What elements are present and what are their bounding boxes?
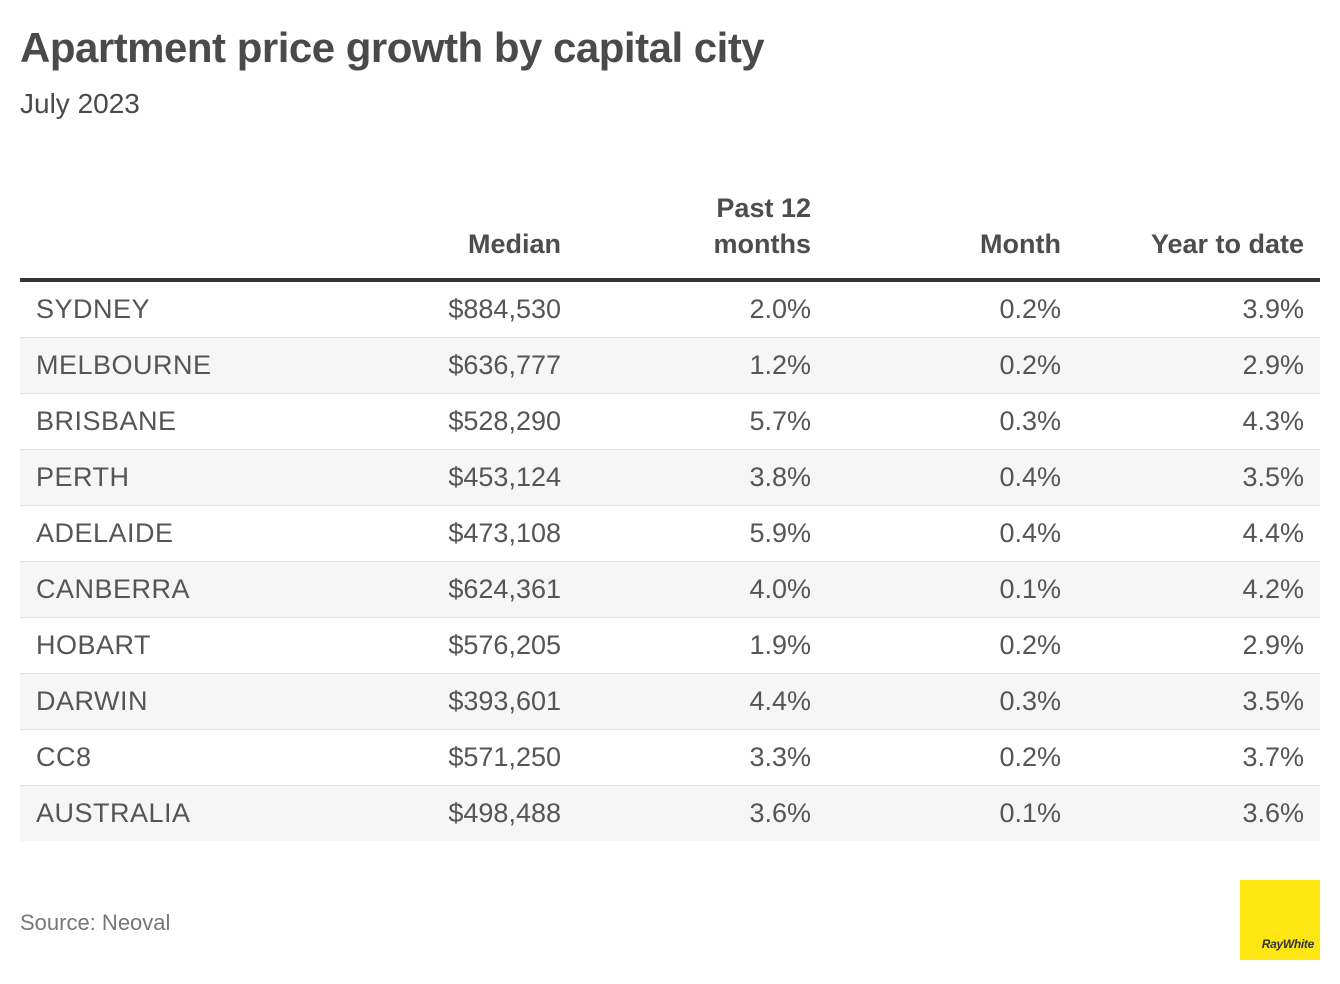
chart-title: Apartment price growth by capital city bbox=[20, 24, 765, 71]
cell-year-to-date: 3.7% bbox=[1242, 742, 1304, 772]
table-row: AUSTRALIA $498,488 3.6% 0.1% 3.6% bbox=[20, 786, 1320, 841]
cell-city: AUSTRALIA bbox=[36, 798, 191, 828]
table-row: PERTH $453,124 3.8% 0.4% 3.5% bbox=[20, 450, 1320, 506]
table-row: CANBERRA $624,361 4.0% 0.1% 4.2% bbox=[20, 562, 1320, 618]
cell-month: 0.4% bbox=[999, 462, 1061, 492]
table-body: SYDNEY $884,530 2.0% 0.2% 3.9% MELBOURNE $636,… bbox=[20, 282, 1320, 841]
cell-past-12-months: 3.6% bbox=[749, 798, 811, 828]
cell-year-to-date: 3.6% bbox=[1242, 798, 1304, 828]
cell-year-to-date: 4.3% bbox=[1242, 406, 1304, 436]
cell-year-to-date: 3.5% bbox=[1242, 686, 1304, 716]
cell-past-12-months: 3.3% bbox=[749, 742, 811, 772]
chart-subtitle: July 2023 bbox=[20, 88, 140, 119]
cell-past-12-months: 4.0% bbox=[749, 574, 811, 604]
cell-city: HOBART bbox=[36, 630, 152, 660]
cell-city: MELBOURNE bbox=[36, 350, 212, 380]
cell-year-to-date: 2.9% bbox=[1242, 350, 1304, 380]
header-month-line-1: Month bbox=[980, 229, 1061, 259]
cell-median: $636,777 bbox=[448, 350, 561, 380]
cell-city: DARWIN bbox=[36, 686, 149, 716]
cell-median: $393,601 bbox=[448, 686, 561, 716]
header-past-12-months-line-1: Past 12 bbox=[716, 193, 811, 223]
cell-month: 0.3% bbox=[999, 406, 1061, 436]
cell-month: 0.2% bbox=[999, 742, 1061, 772]
cell-year-to-date: 3.5% bbox=[1242, 462, 1304, 492]
header-median-line-1: Median bbox=[467, 229, 561, 259]
cell-month: 0.2% bbox=[999, 294, 1061, 324]
table-row: SYDNEY $884,530 2.0% 0.2% 3.9% bbox=[20, 282, 1320, 338]
cell-past-12-months: 5.9% bbox=[749, 518, 811, 548]
header-year-to-date-line-1: Year to date bbox=[1150, 229, 1304, 259]
cell-year-to-date: 4.4% bbox=[1242, 518, 1304, 548]
cell-month: 0.1% bbox=[999, 574, 1061, 604]
cell-median: $473,108 bbox=[448, 518, 561, 548]
cell-past-12-months: 3.8% bbox=[749, 462, 811, 492]
header-past-12-months-line-2: months bbox=[713, 229, 812, 259]
table-row: MELBOURNE $636,777 1.2% 0.2% 2.9% bbox=[20, 338, 1320, 394]
cell-median: $576,205 bbox=[448, 630, 561, 660]
cell-city: CANBERRA bbox=[36, 574, 191, 604]
cell-city: PERTH bbox=[36, 462, 130, 492]
source-note: Source: Neoval bbox=[20, 910, 171, 935]
cell-month: 0.2% bbox=[999, 630, 1061, 660]
header-month: Month bbox=[841, 226, 1061, 262]
cell-median: $624,361 bbox=[448, 574, 561, 604]
cell-month: 0.1% bbox=[999, 798, 1061, 828]
cell-past-12-months: 1.2% bbox=[749, 350, 811, 380]
cell-past-12-months: 2.0% bbox=[749, 294, 811, 324]
table-row: DARWIN $393,601 4.4% 0.3% 3.5% bbox=[20, 674, 1320, 730]
cell-median: $571,250 bbox=[448, 742, 561, 772]
cell-month: 0.2% bbox=[999, 350, 1061, 380]
cell-city: CC8 bbox=[36, 742, 92, 772]
header-median: Median bbox=[321, 226, 561, 262]
cell-year-to-date: 4.2% bbox=[1242, 574, 1304, 604]
cell-year-to-date: 2.9% bbox=[1242, 630, 1304, 660]
price-growth-table: Median Past 12 months Month Year to date… bbox=[20, 186, 1320, 841]
cell-median: $453,124 bbox=[448, 462, 561, 492]
cell-year-to-date: 3.9% bbox=[1242, 294, 1304, 324]
cell-past-12-months: 4.4% bbox=[749, 686, 811, 716]
cell-past-12-months: 5.7% bbox=[749, 406, 811, 436]
table-row: CC8 $571,250 3.3% 0.2% 3.7% bbox=[20, 730, 1320, 786]
table-header: Median Past 12 months Month Year to date bbox=[20, 186, 1320, 282]
table-row: HOBART $576,205 1.9% 0.2% 2.9% bbox=[20, 618, 1320, 674]
cell-median: $528,290 bbox=[448, 406, 561, 436]
cell-month: 0.3% bbox=[999, 686, 1061, 716]
table-row: BRISBANE $528,290 5.7% 0.3% 4.3% bbox=[20, 394, 1320, 450]
cell-month: 0.4% bbox=[999, 518, 1061, 548]
cell-city: BRISBANE bbox=[36, 406, 177, 436]
cell-city: SYDNEY bbox=[36, 294, 151, 324]
cell-median: $884,530 bbox=[448, 294, 561, 324]
cell-median: $498,488 bbox=[448, 798, 561, 828]
raywhite-logo: RayWhite bbox=[1240, 880, 1320, 960]
cell-city: ADELAIDE bbox=[36, 518, 174, 548]
header-year-to-date: Year to date bbox=[1064, 226, 1304, 262]
table-row: ADELAIDE $473,108 5.9% 0.4% 4.4% bbox=[20, 506, 1320, 562]
cell-past-12-months: 1.9% bbox=[749, 630, 811, 660]
logo-wordmark: RayWhite bbox=[1261, 937, 1315, 951]
header-past-12-months: Past 12 months bbox=[591, 190, 812, 262]
